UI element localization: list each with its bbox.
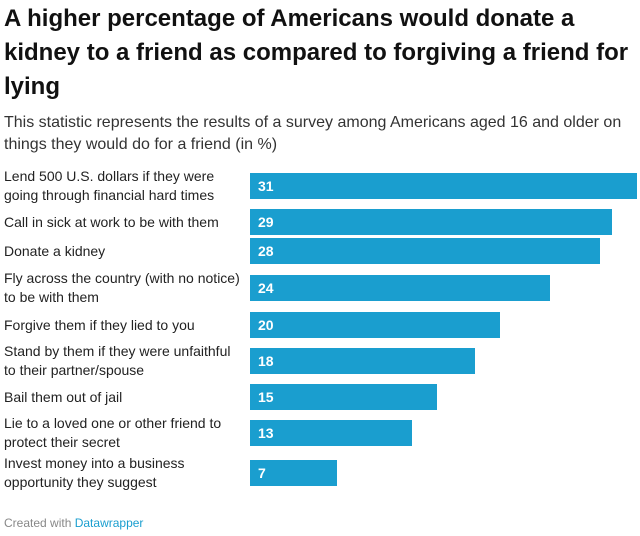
bar: 29 (250, 209, 612, 235)
bar-value-label: 31 (258, 178, 274, 194)
bar-value-label: 20 (258, 317, 274, 333)
bar-label: Invest money into a business opportunity… (4, 455, 185, 490)
bar-value-label: 7 (258, 465, 266, 481)
bar-chart: Lend 500 U.S. dollars if they were going… (0, 160, 640, 500)
chart-subtitle: This statistic represents the results of… (4, 114, 622, 153)
bar: 13 (250, 420, 412, 446)
bar: 24 (250, 275, 550, 301)
bar-label: Lie to a loved one or other friend to pr… (4, 415, 222, 450)
bar-value-label: 28 (258, 243, 274, 259)
bar-label: Call in sick at work to be with them (4, 213, 219, 230)
bar-value-label: 18 (258, 353, 274, 369)
bar-label: Lend 500 U.S. dollars if they were going… (4, 168, 215, 203)
bar-value-label: 15 (258, 389, 274, 405)
bar-value-label: 29 (258, 214, 274, 230)
bar-label: Stand by them if they were unfaithful to… (4, 343, 231, 378)
bar: 31 (250, 173, 637, 199)
bar: 18 (250, 348, 475, 374)
footer-prefix: Created with (4, 516, 72, 530)
datawrapper-link[interactable]: Datawrapper (74, 516, 144, 530)
footer-credit: Created with Datawrapper (4, 516, 143, 530)
bar: 28 (250, 238, 600, 264)
bar-label: Forgive them if they lied to you (4, 316, 195, 333)
bar: 7 (250, 460, 337, 486)
bar: 15 (250, 384, 437, 410)
bar-value-label: 24 (258, 280, 274, 296)
chart-title: A higher percentage of Americans would d… (4, 5, 629, 100)
bar-label: Fly across the country (with no notice) … (4, 270, 240, 305)
bar-value-label: 13 (258, 425, 274, 441)
bar-label: Donate a kidney (4, 242, 106, 259)
bar-label: Bail them out of jail (4, 388, 123, 405)
bar: 20 (250, 312, 500, 338)
